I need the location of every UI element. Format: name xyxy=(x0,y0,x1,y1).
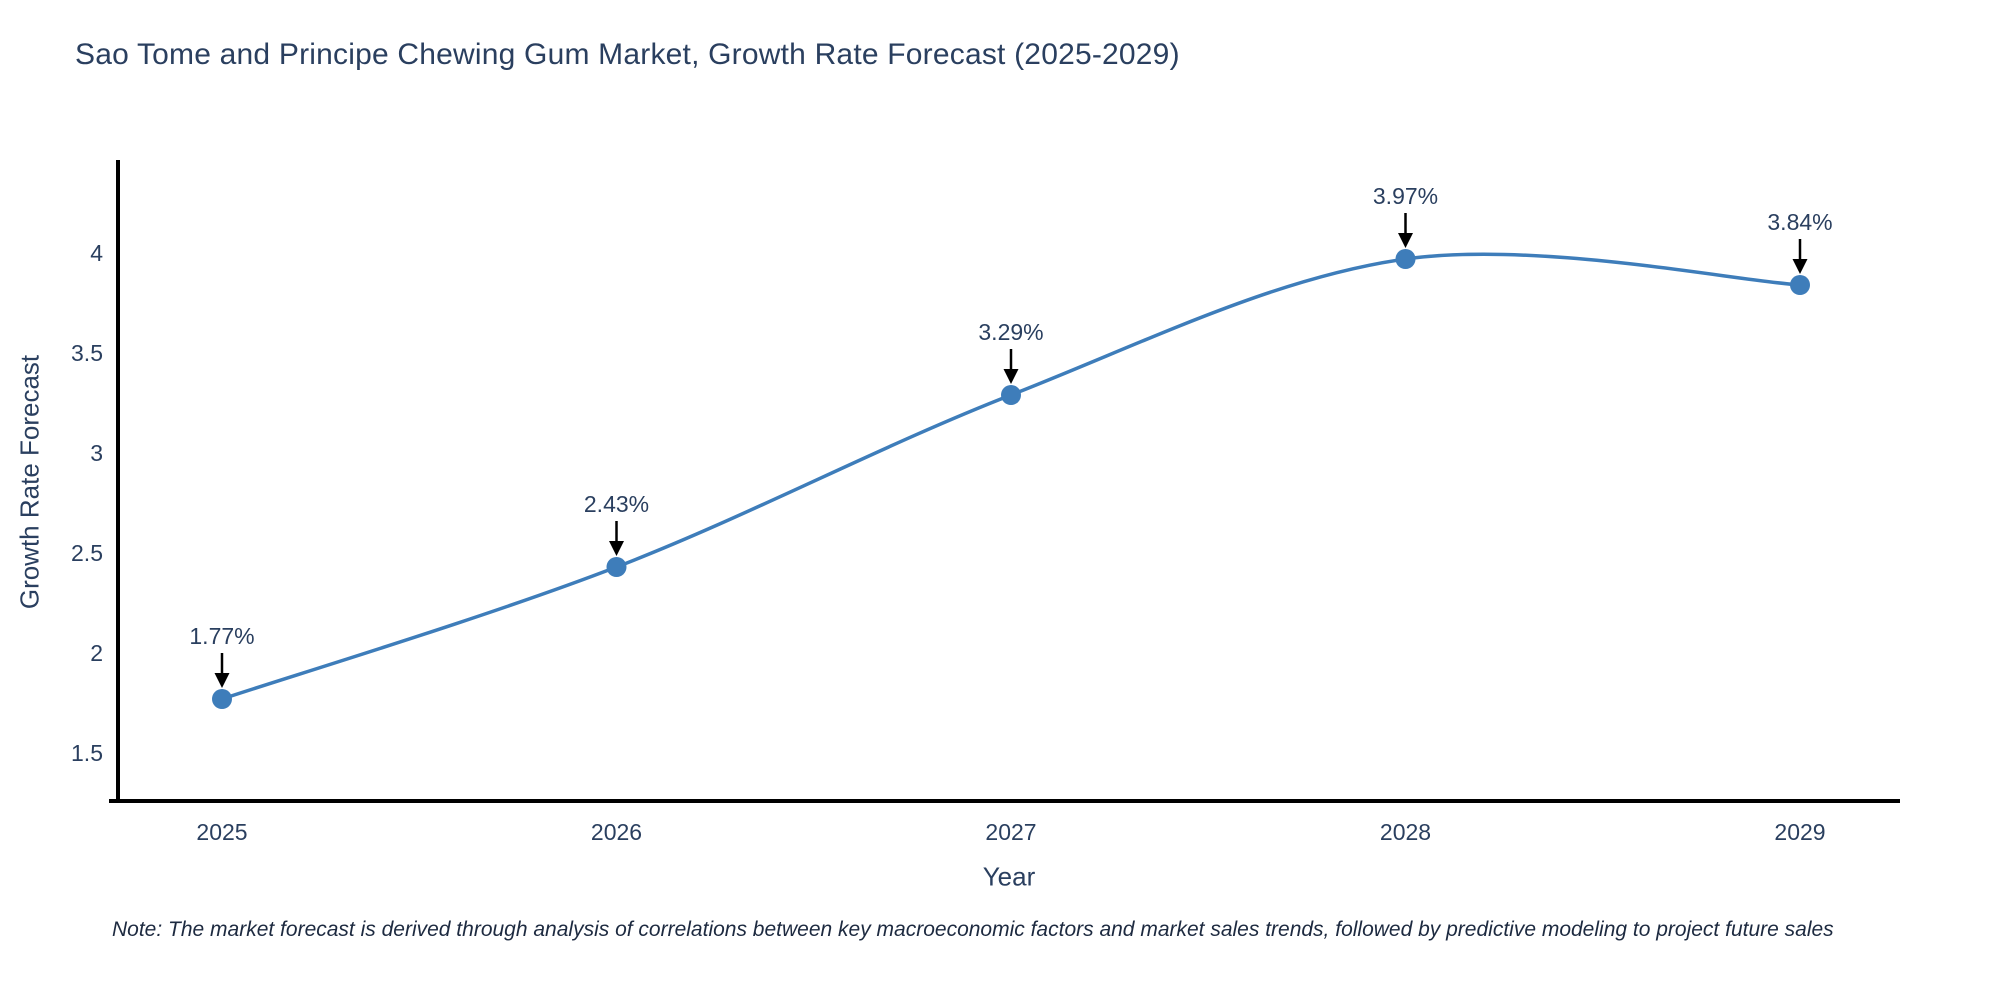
x-axis-title: Year xyxy=(982,861,1036,892)
data-point-label: 3.29% xyxy=(978,319,1043,345)
annotation-arrowhead-icon xyxy=(1003,369,1019,384)
y-tick-label: 1.5 xyxy=(71,740,103,766)
y-tick-label: 4 xyxy=(90,240,103,266)
annotation-arrowhead-icon xyxy=(1398,233,1413,248)
y-tick-label: 2 xyxy=(90,640,103,666)
footnote: Note: The market forecast is derived thr… xyxy=(112,918,1834,941)
data-point-marker xyxy=(1790,275,1810,295)
annotation-arrowhead-icon xyxy=(1792,259,1808,274)
chart-title: Sao Tome and Principe Chewing Gum Market… xyxy=(75,38,1180,71)
x-tick-label: 2025 xyxy=(196,819,247,845)
annotation-arrowhead-icon xyxy=(214,673,230,688)
line-chart-canvas: 1.5 2 2.5 3 3.5 4 2025 2026 2027 2028 2029 1.77% 2.4… xyxy=(71,160,1900,845)
y-tick-label: 3 xyxy=(90,440,103,466)
y-tick-label: 2.5 xyxy=(71,540,103,566)
data-point-label: 3.84% xyxy=(1767,209,1832,235)
y-axis-title: Growth Rate Forecast xyxy=(14,354,45,610)
data-point-marker xyxy=(606,557,627,577)
x-tick-label: 2027 xyxy=(985,819,1036,845)
y-tick-label: 3.5 xyxy=(71,340,103,366)
x-tick-label: 2028 xyxy=(1380,819,1431,845)
data-point-marker xyxy=(212,689,232,709)
data-point-marker xyxy=(1001,385,1021,405)
x-tick-label: 2026 xyxy=(591,819,642,845)
annotation-arrowhead-icon xyxy=(609,541,624,556)
data-point-marker xyxy=(1395,249,1416,269)
data-point-label: 2.43% xyxy=(584,491,649,517)
data-point-label: 1.77% xyxy=(189,623,254,649)
data-point-label: 3.97% xyxy=(1373,183,1438,209)
x-tick-label: 2029 xyxy=(1774,819,1825,845)
